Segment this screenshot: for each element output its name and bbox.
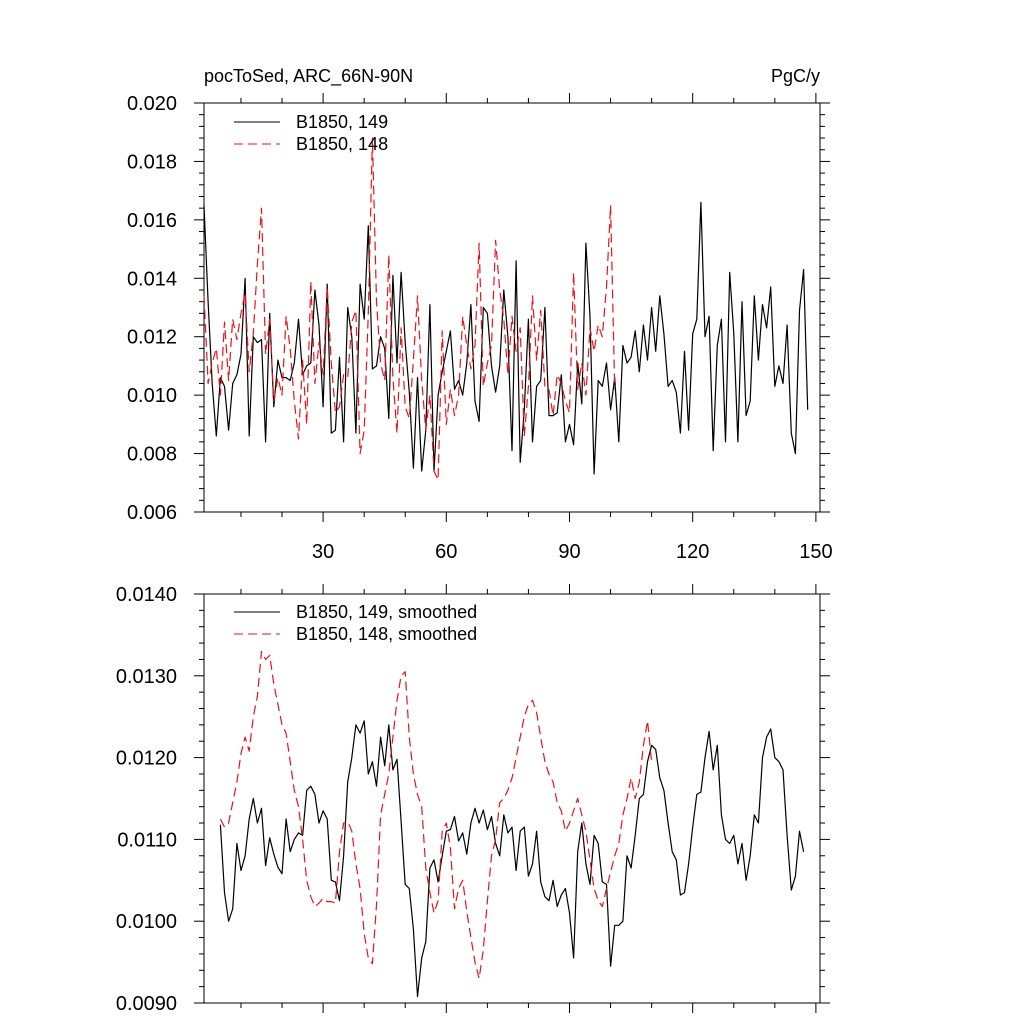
legend-label-148-smoothed: B1850, 148, smoothed [296,624,477,644]
legend-label-149-smoothed: B1850, 149, smoothed [296,602,477,622]
y-tick-label: 0.012 [127,327,177,349]
y-tick-label: 0.006 [127,502,177,524]
top-legend: B1850, 149 B1850, 148 [234,112,388,154]
x-tick-label: 30 [312,541,334,563]
y-tick-label: 0.0130 [116,666,177,688]
x-tick-label: 120 [676,541,709,563]
y-tick-label: 0.0140 [116,584,177,606]
series-line-149-smoothed [219,720,805,998]
series-line-148-smoothed [219,650,653,980]
y-tick-label: 0.008 [127,444,177,466]
top-chart-title: pocToSed, ARC_66N-90N [204,66,413,87]
top-panel: pocToSed, ARC_66N-90N PgC/y 30 60 90 120 150… [127,66,833,563]
legend-label-148: B1850, 148 [296,134,388,154]
x-tick-label: 150 [799,541,832,563]
series-line-148 [203,137,616,481]
y-tick-label: 0.0100 [116,911,177,933]
x-tick-label: 60 [435,541,457,563]
y-tick-label: 0.016 [127,210,177,232]
x-tick-label: 90 [558,541,580,563]
legend-label-149: B1850, 149 [296,112,388,132]
y-tick-label: 0.0090 [116,993,177,1015]
bottom-panel: 0.0090 0.0100 0.0110 0.0120 0.0130 0.0140 B18… [116,584,830,1015]
y-tick-label: 0.014 [127,268,177,290]
bottom-legend: B1850, 149, smoothed B1850, 148, smoothe… [234,602,477,644]
y-tick-label: 0.010 [127,385,177,407]
series-line-149 [203,201,809,475]
y-tick-label: 0.020 [127,93,177,115]
y-tick-label: 0.0110 [117,829,177,851]
y-tick-label: 0.018 [127,151,177,173]
y-tick-label: 0.0120 [116,748,177,770]
plot-frame [203,102,821,513]
top-chart-units: PgC/y [771,66,820,86]
plot-frame [203,593,821,1004]
